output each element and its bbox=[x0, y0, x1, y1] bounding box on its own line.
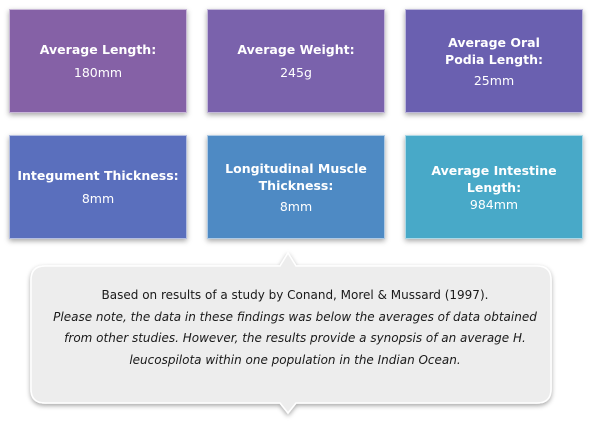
average-length-value: 180mm bbox=[73, 65, 123, 80]
longitudinal-muscle-box: Longitudinal Muscle Thickness: 8mm bbox=[207, 135, 385, 239]
intestine-length-value: 984mm bbox=[469, 196, 519, 212]
study-disclaimer: Please note, the data in these findings … bbox=[53, 309, 537, 367]
oral-podia-length-title: Average Oral Podia Length: bbox=[445, 34, 543, 67]
intestine-length-title: Average Intestine Length: bbox=[431, 162, 557, 195]
average-length-title: Average Length: bbox=[39, 42, 157, 57]
average-length-box: Average Length: 180mm bbox=[9, 9, 187, 113]
integument-thickness-title: Integument Thickness: bbox=[17, 168, 179, 183]
average-weight-box: Average Weight: 245g bbox=[207, 9, 385, 113]
intestine-length-box: Average Intestine Length: 984mm bbox=[405, 135, 583, 239]
integument-thickness-value: 8mm bbox=[81, 191, 115, 206]
average-weight-value: 245g bbox=[280, 65, 312, 80]
study-note: Based on results of a study by Conand, M… bbox=[45, 285, 545, 371]
oral-podia-length-value: 25mm bbox=[473, 72, 515, 88]
integument-thickness-box: Integument Thickness: 8mm bbox=[9, 135, 187, 239]
oral-podia-length-box: Average Oral Podia Length: 25mm bbox=[405, 9, 583, 113]
longitudinal-muscle-title: Longitudinal Muscle Thickness: bbox=[225, 160, 367, 193]
longitudinal-muscle-value: 8mm bbox=[279, 198, 313, 214]
average-weight-title: Average Weight: bbox=[237, 42, 355, 57]
study-source-line: Based on results of a study by Conand, M… bbox=[101, 288, 489, 302]
